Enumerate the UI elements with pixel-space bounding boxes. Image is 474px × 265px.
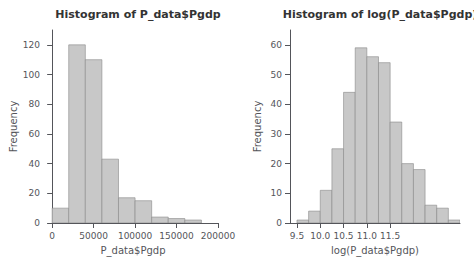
svg-text:P_data$Pgdp: P_data$Pgdp — [101, 245, 166, 257]
svg-text:40: 40 — [271, 99, 283, 109]
svg-text:20: 20 — [29, 188, 41, 198]
svg-text:100: 100 — [23, 70, 40, 80]
svg-text:log(P_data$Pgdp): log(P_data$Pgdp) — [331, 245, 419, 257]
svg-text:Frequency: Frequency — [8, 101, 19, 153]
svg-text:60: 60 — [29, 129, 41, 139]
svg-text:0: 0 — [276, 218, 282, 228]
svg-text:60: 60 — [271, 40, 283, 50]
svg-text:Frequency: Frequency — [252, 101, 263, 153]
svg-text:11.5: 11.5 — [380, 231, 400, 241]
svg-text:10: 10 — [271, 188, 283, 198]
svg-text:40: 40 — [29, 159, 41, 169]
svg-text:11.0: 11.0 — [357, 231, 377, 241]
svg-text:Histogram of log(P_data$Pgdp): Histogram of log(P_data$Pgdp) — [283, 8, 474, 21]
svg-text:30: 30 — [271, 129, 283, 139]
svg-text:50000: 50000 — [79, 231, 108, 241]
svg-text:200000: 200000 — [201, 231, 236, 241]
svg-text:0: 0 — [34, 218, 40, 228]
svg-text:0: 0 — [49, 231, 55, 241]
svg-text:10.0: 10.0 — [310, 231, 330, 241]
svg-text:9.5: 9.5 — [290, 231, 304, 241]
svg-text:100000: 100000 — [118, 231, 153, 241]
svg-text:150000: 150000 — [159, 231, 194, 241]
svg-text:Histogram of P_data$Pgdp: Histogram of P_data$Pgdp — [55, 8, 221, 21]
svg-text:80: 80 — [29, 99, 41, 109]
svg-text:20: 20 — [271, 159, 283, 169]
svg-text:120: 120 — [23, 40, 40, 50]
svg-text:10.5: 10.5 — [334, 231, 354, 241]
svg-text:50: 50 — [271, 70, 283, 80]
